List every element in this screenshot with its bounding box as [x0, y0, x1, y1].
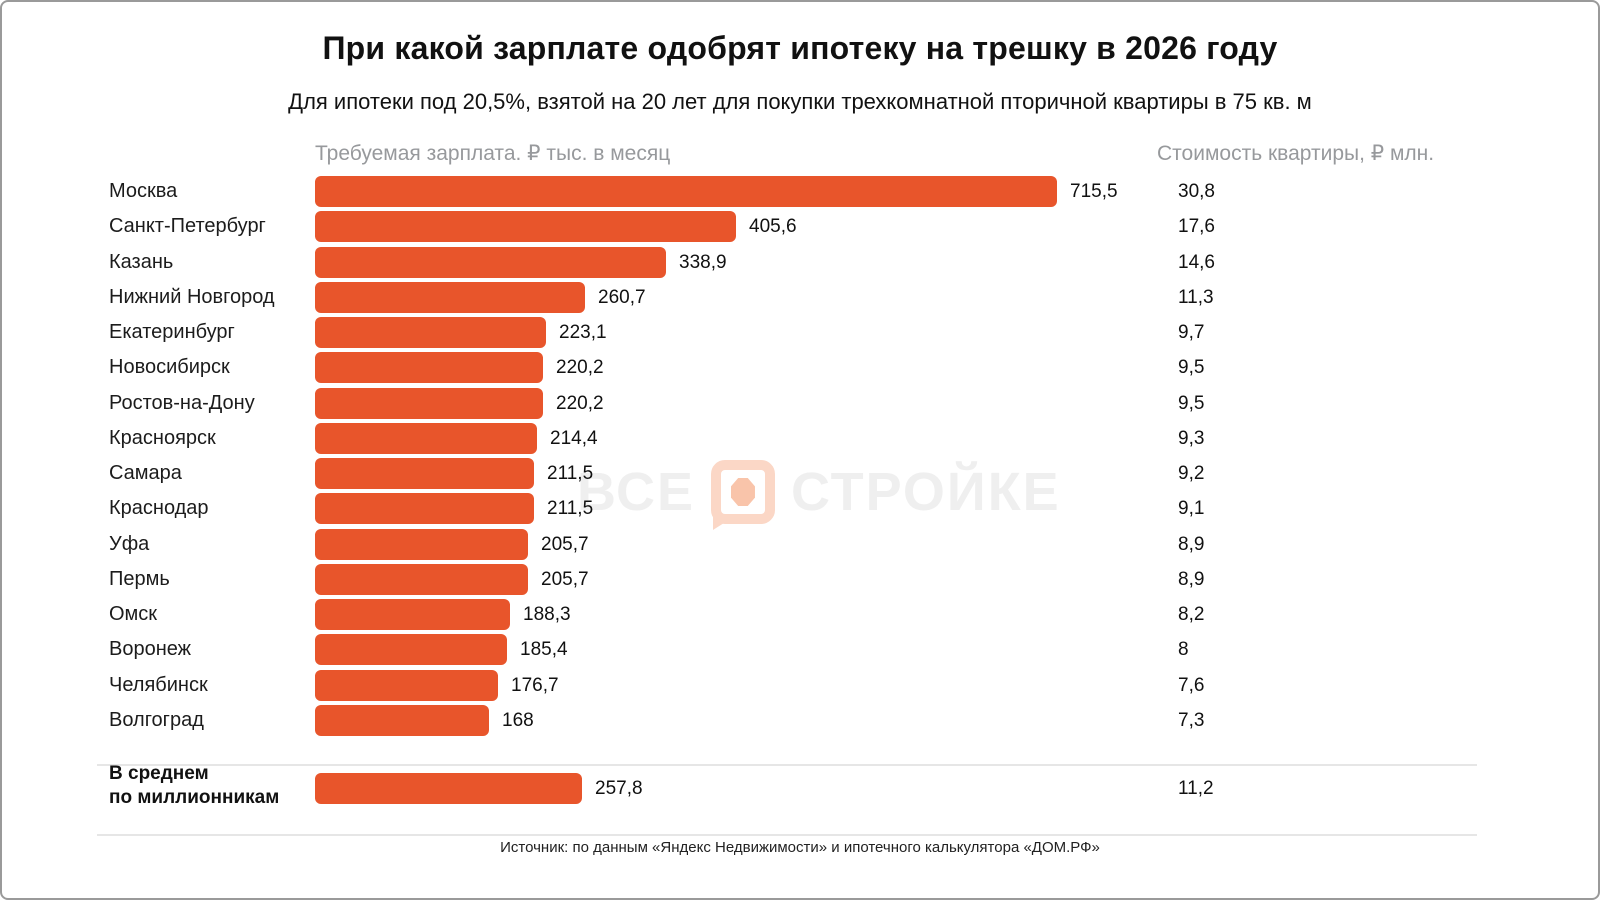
chart-row: Нижний Новгород 260,7 11,3: [2, 282, 1598, 313]
price-value-label: 14,6: [1178, 252, 1215, 273]
salary-value-label: 405,6: [749, 216, 797, 237]
salary-bar: [315, 670, 498, 701]
category-label: Омск: [109, 603, 158, 625]
price-value-label: 11,2: [1178, 778, 1214, 799]
chart-row: Волгоград 168 7,3: [2, 705, 1598, 736]
summary-divider-top: [97, 764, 1477, 766]
salary-bar: [315, 599, 510, 630]
salary-value-label: 715,5: [1070, 181, 1118, 202]
salary-value-label: 205,7: [541, 569, 589, 590]
price-value-label: 7,6: [1178, 675, 1205, 696]
category-label: Воронеж: [109, 638, 192, 660]
category-label: Челябинск: [109, 674, 208, 696]
chart-row: Красноярск 214,4 9,3: [2, 423, 1598, 454]
category-label: Санкт-Петербург: [109, 215, 266, 237]
chart-row: Москва 715,5 30,8: [2, 176, 1598, 207]
category-label: Ростов-на-Дону: [109, 392, 255, 414]
chart-row: Пермь 205,7 8,9: [2, 564, 1598, 595]
salary-value-label: 185,4: [520, 639, 568, 660]
salary-bar: [315, 317, 546, 348]
salary-value-label: 176,7: [511, 675, 559, 696]
salary-bar: [315, 529, 528, 560]
summary-label-line1: В среднем: [109, 763, 209, 784]
price-value-label: 9,2: [1178, 463, 1205, 484]
price-value-label: 17,6: [1178, 216, 1215, 237]
salary-value-label: 211,5: [547, 498, 594, 519]
chart-row: Екатеринбург 223,1 9,7: [2, 317, 1598, 348]
salary-column-header: Требуемая зарплата. ₽ тыс. в месяц: [315, 142, 671, 165]
salary-bar: [315, 634, 507, 665]
salary-value-label: 214,4: [550, 428, 598, 449]
chart-title: При какой зарплате одобрят ипотеку на тр…: [322, 30, 1278, 66]
price-value-label: 8: [1178, 639, 1189, 660]
summary-label: В среднем по миллионникам: [109, 762, 279, 810]
price-value-label: 8,9: [1178, 569, 1205, 590]
price-value-label: 7,3: [1178, 710, 1205, 731]
salary-bar: [315, 564, 528, 595]
category-label: Москва: [109, 180, 178, 202]
chart-subtitle: Для ипотеки под 20,5%, взятой на 20 лет …: [288, 89, 1312, 114]
category-label: Уфа: [109, 533, 150, 555]
chart-row: Омск 188,3 8,2: [2, 599, 1598, 630]
salary-bar: [315, 773, 582, 804]
salary-value-label: 220,2: [556, 357, 604, 378]
chart-row: Казань 338,9 14,6: [2, 247, 1598, 278]
category-label: Екатеринбург: [109, 321, 235, 343]
source-note: Источник: по данным «Яндекс Недвижимости…: [500, 839, 1100, 856]
salary-value-label: 260,7: [598, 287, 646, 308]
category-label: Нижний Новгород: [109, 286, 275, 308]
price-value-label: 9,7: [1178, 322, 1205, 343]
price-value-label: 9,5: [1178, 357, 1205, 378]
salary-value-label: 168: [502, 710, 534, 731]
chart-row: Воронеж 185,4 8: [2, 634, 1598, 665]
price-column-header: Стоимость квартиры, ₽ млн.: [1157, 142, 1435, 165]
price-value-label: 9,5: [1178, 393, 1205, 414]
salary-value-label: 205,7: [541, 534, 589, 555]
category-label: Самара: [109, 462, 182, 484]
salary-bar: [315, 247, 666, 278]
salary-value-label: 257,8: [595, 778, 643, 799]
salary-value-label: 223,1: [559, 322, 607, 343]
price-value-label: 11,3: [1178, 287, 1214, 308]
chart-row: Санкт-Петербург 405,6 17,6: [2, 211, 1598, 242]
category-label: Красноярск: [109, 427, 216, 449]
chart-row: Краснодар 211,5 9,1: [2, 493, 1598, 524]
price-value-label: 8,2: [1178, 604, 1205, 625]
price-value-label: 9,1: [1178, 498, 1205, 519]
chart-row: Уфа 205,7 8,9: [2, 529, 1598, 560]
price-value-label: 9,3: [1178, 428, 1205, 449]
category-label: Казань: [109, 251, 174, 273]
summary-label-line2: по миллионникам: [109, 787, 280, 808]
chart-row: Челябинск 176,7 7,6: [2, 670, 1598, 701]
salary-value-label: 188,3: [523, 604, 571, 625]
price-value-label: 8,9: [1178, 534, 1205, 555]
salary-bar: [315, 423, 537, 454]
category-label: Новосибирск: [109, 356, 230, 378]
salary-bar: [315, 458, 534, 489]
chart-row: Самара 211,5 9,2: [2, 458, 1598, 489]
category-label: Волгоград: [109, 709, 204, 731]
salary-bar: [315, 282, 585, 313]
price-value-label: 30,8: [1178, 181, 1215, 202]
salary-bar: [315, 493, 534, 524]
salary-value-label: 338,9: [679, 252, 727, 273]
salary-value-label: 220,2: [556, 393, 604, 414]
category-label: Пермь: [109, 568, 170, 590]
chart-row: Ростов-на-Дону 220,2 9,5: [2, 388, 1598, 419]
salary-bar: [315, 176, 1057, 207]
salary-bar: [315, 211, 736, 242]
chart-row: Новосибирск 220,2 9,5: [2, 352, 1598, 383]
footer-divider: [97, 834, 1477, 836]
category-label: Краснодар: [109, 497, 209, 519]
salary-bar: [315, 705, 489, 736]
salary-bar: [315, 352, 543, 383]
chart-row: 257,8 11,2: [2, 773, 1598, 804]
salary-bar: [315, 388, 543, 419]
salary-value-label: 211,5: [547, 463, 594, 484]
